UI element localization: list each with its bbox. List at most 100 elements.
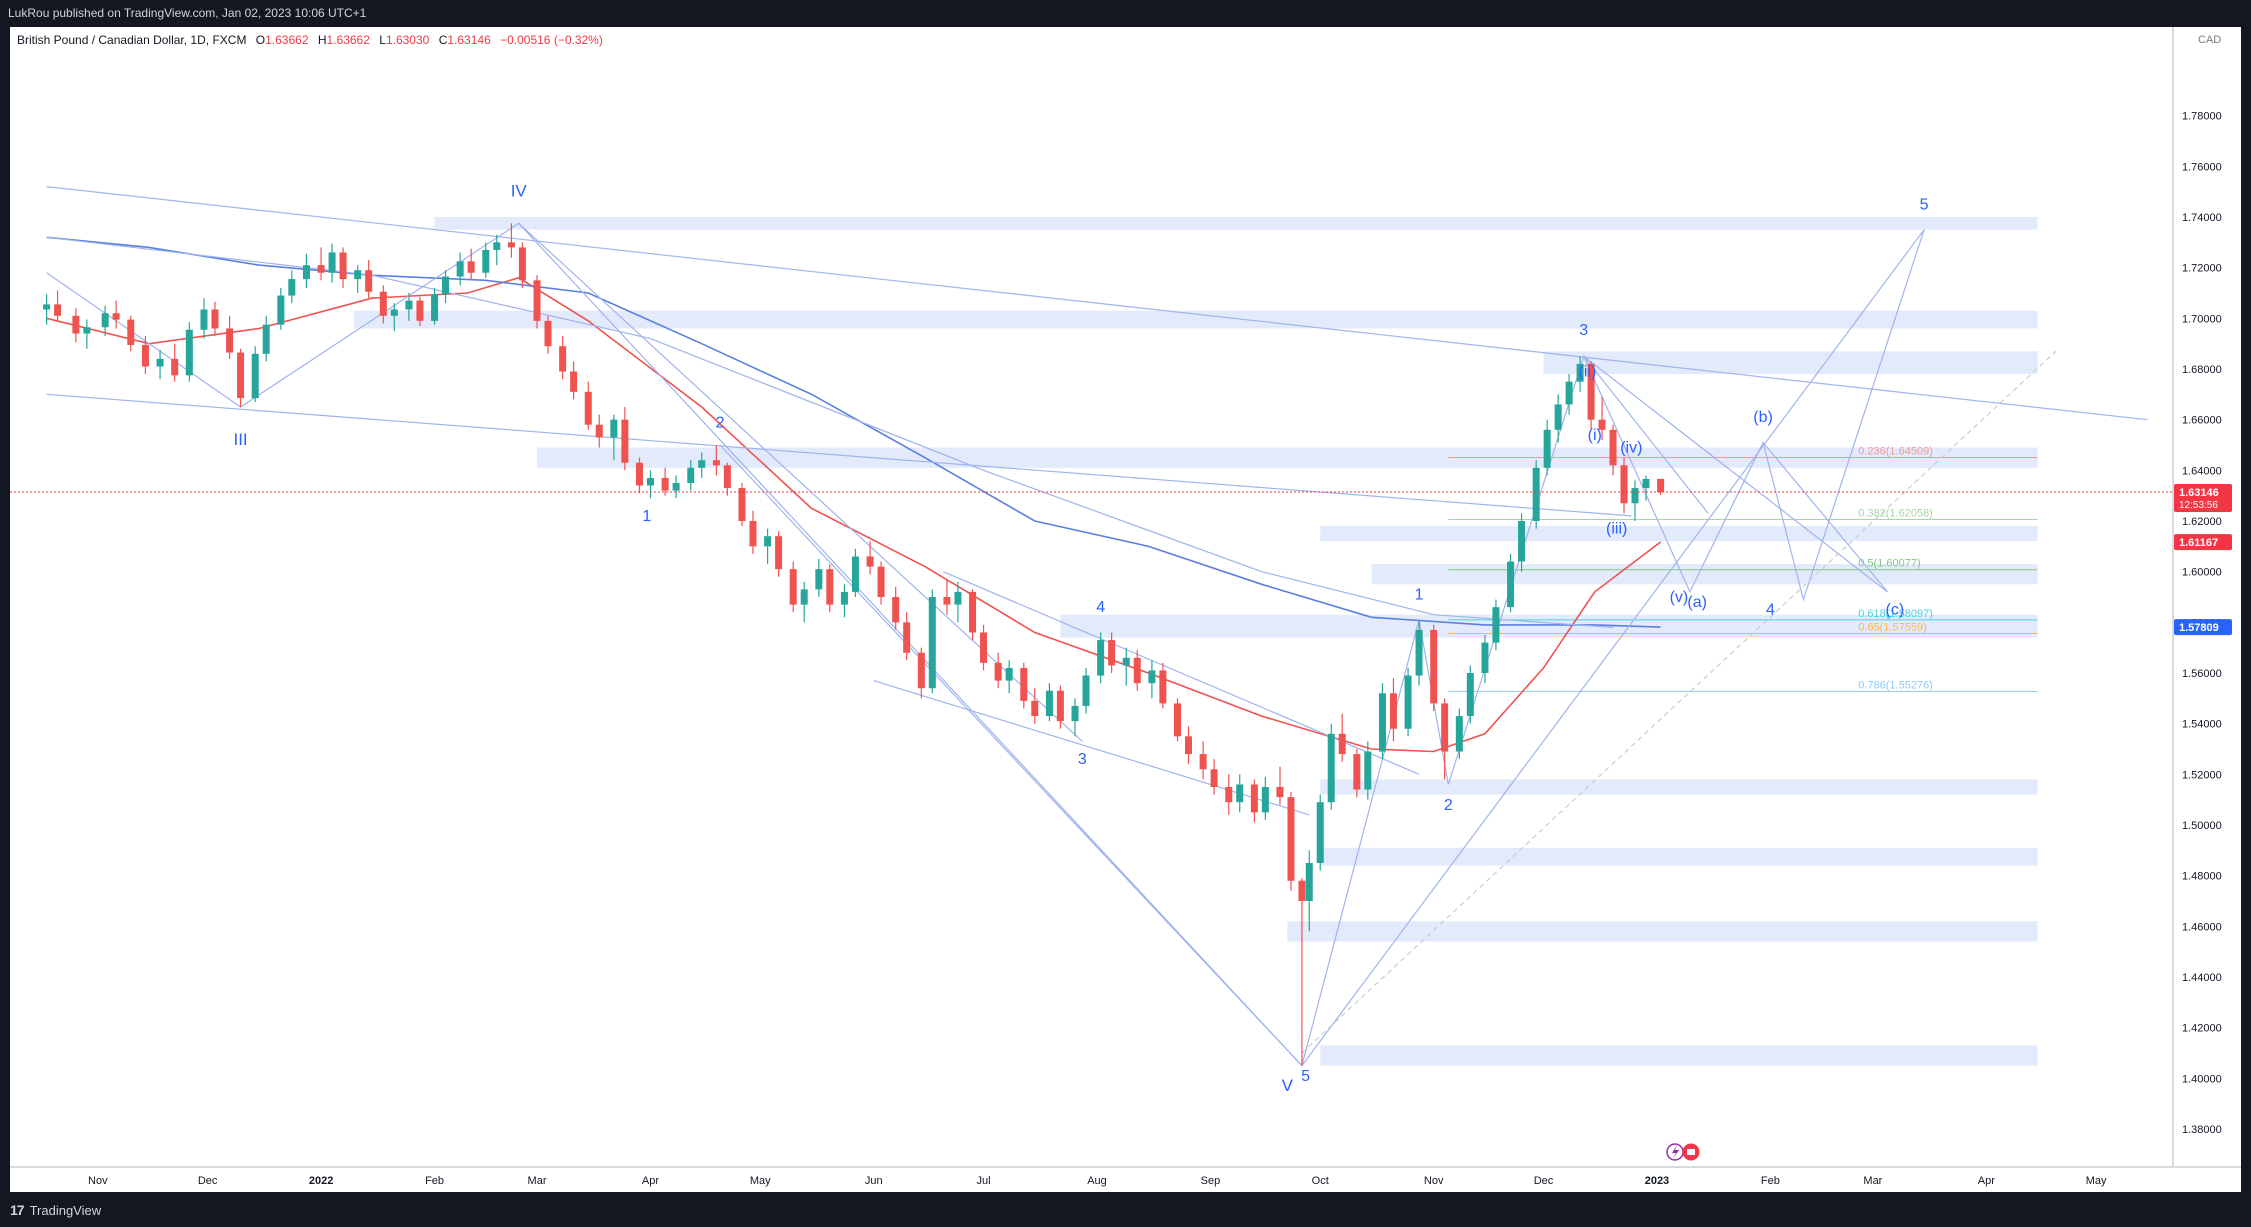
gbpcad-daily-chart[interactable]: 0.236(1.64509) 0.382(1.62058) 0.5(1.60077)… bbox=[10, 27, 2241, 1192]
wave-label: IV bbox=[511, 182, 528, 201]
candle-body bbox=[1005, 667, 1013, 681]
event-icons[interactable] bbox=[1666, 1143, 1700, 1161]
candle-body bbox=[288, 279, 296, 296]
candle-body bbox=[943, 597, 951, 605]
candle-body bbox=[892, 597, 900, 623]
candle-body bbox=[1236, 784, 1244, 803]
candle-body bbox=[712, 460, 720, 466]
candle-body bbox=[1620, 465, 1628, 504]
dashed-trend-line bbox=[1301, 350, 2057, 1054]
close-key: C bbox=[439, 33, 448, 47]
candle-body bbox=[339, 252, 347, 280]
zone-rect bbox=[1320, 526, 2038, 542]
tradingview-brand: TradingView bbox=[29, 1202, 102, 1218]
candle-body bbox=[1327, 733, 1335, 803]
time-tick-label: Jun bbox=[865, 1175, 883, 1187]
price-tick-label: 1.68000 bbox=[2182, 364, 2222, 376]
time-tick-label: 2023 bbox=[1645, 1175, 1669, 1187]
candle-body bbox=[262, 324, 270, 354]
trend-lines bbox=[46, 186, 2148, 1067]
moving-average-line bbox=[46, 276, 1662, 753]
candle-body bbox=[544, 320, 552, 347]
candlestick-series bbox=[10, 223, 2173, 1066]
price-axis-panel[interactable] bbox=[2173, 27, 2241, 1192]
candle-body bbox=[738, 488, 746, 521]
price-tick-label: 1.78000 bbox=[2182, 111, 2222, 123]
wave-label: 1 bbox=[642, 508, 651, 525]
candle-body bbox=[1430, 629, 1438, 704]
candle-body bbox=[1492, 607, 1500, 643]
candle-body bbox=[1250, 784, 1258, 813]
candle-body bbox=[1576, 363, 1584, 382]
price-label-box bbox=[2174, 619, 2232, 636]
fib-level-label: 0.618(1.58097) bbox=[1858, 608, 1933, 620]
candle-body bbox=[1466, 673, 1474, 717]
trend-line bbox=[1301, 229, 1925, 1066]
svg-text:British Pound / Canadian Dolla: British Pound / Canadian Dollar, 1D, FXC… bbox=[17, 33, 603, 47]
candle-body bbox=[1518, 521, 1526, 562]
candle-body bbox=[851, 556, 859, 592]
wave-label: 3 bbox=[1579, 322, 1588, 339]
close-value: 1.63146 bbox=[447, 33, 491, 47]
candle-body bbox=[416, 300, 424, 321]
candle-body bbox=[1261, 787, 1269, 813]
candle-body bbox=[1455, 716, 1463, 752]
candle-body bbox=[237, 352, 245, 399]
candle-body bbox=[431, 294, 439, 321]
candle-body bbox=[54, 304, 62, 316]
tradingview-logo[interactable]: 17 TradingView bbox=[10, 1202, 101, 1218]
high-value: 1.63662 bbox=[327, 33, 371, 47]
wave-label: V bbox=[1282, 1076, 1294, 1095]
trend-line bbox=[719, 444, 1303, 1067]
price-tick-label: 1.50000 bbox=[2182, 820, 2222, 832]
zone-rect bbox=[1320, 779, 2038, 795]
candle-body bbox=[866, 556, 874, 567]
candle-body bbox=[723, 465, 731, 489]
time-tick-label: Nov bbox=[88, 1175, 108, 1187]
time-tick-label: Dec bbox=[198, 1175, 218, 1187]
candle-body bbox=[1353, 754, 1361, 790]
wave-label: (c) bbox=[1886, 602, 1905, 619]
time-axis-panel[interactable] bbox=[10, 1167, 2241, 1192]
time-tick-label: Feb bbox=[425, 1175, 444, 1187]
candle-body bbox=[83, 327, 91, 334]
wave-label: 4 bbox=[1096, 599, 1105, 616]
price-tick-label: 1.44000 bbox=[2182, 972, 2222, 984]
candle-body bbox=[127, 319, 135, 345]
candle-body bbox=[302, 265, 310, 280]
time-tick-label: Oct bbox=[1312, 1175, 1329, 1187]
symbol-name: British Pound / Canadian Dollar, 1D, FXC… bbox=[17, 33, 246, 47]
wave-label: 5 bbox=[1920, 196, 1929, 213]
wave-label: (iv) bbox=[1620, 440, 1642, 457]
price-tick-label: 1.64000 bbox=[2182, 465, 2222, 477]
price-label-text: 1.57809 bbox=[2179, 622, 2219, 634]
candle-body bbox=[1565, 381, 1573, 405]
low-key: L bbox=[379, 33, 386, 47]
candle-body bbox=[1082, 675, 1090, 706]
wave-label: 4 bbox=[1766, 602, 1775, 619]
candle-body bbox=[1338, 733, 1346, 755]
candle-body bbox=[211, 309, 219, 329]
wave-label: 3 bbox=[1078, 751, 1087, 768]
tradingview-logo-icon: 17 bbox=[10, 1202, 25, 1218]
candle-body bbox=[456, 261, 464, 277]
open-key: O bbox=[256, 33, 265, 47]
wave-label: (i) bbox=[1588, 427, 1602, 444]
candle-body bbox=[354, 270, 362, 280]
candle-body bbox=[980, 632, 988, 663]
time-axis-ticks: Nov Dec 2022 Feb Mar Apr May Jun Jul Aug Sep Oct Nov… bbox=[88, 1175, 2107, 1187]
price-label-text: 1.63146 bbox=[2179, 487, 2219, 499]
price-label-box bbox=[2174, 534, 2232, 551]
trend-line bbox=[518, 222, 1083, 742]
wave-label: 1 bbox=[1415, 587, 1424, 604]
candle-body bbox=[1122, 657, 1130, 666]
candle-body bbox=[1045, 690, 1053, 717]
candle-body bbox=[226, 328, 234, 353]
candle-body bbox=[1543, 429, 1551, 468]
low-value: 1.63030 bbox=[386, 33, 430, 47]
candle-body bbox=[928, 597, 936, 689]
candle-body bbox=[789, 569, 797, 605]
candle-body bbox=[277, 295, 285, 325]
candle-body bbox=[1378, 693, 1386, 752]
